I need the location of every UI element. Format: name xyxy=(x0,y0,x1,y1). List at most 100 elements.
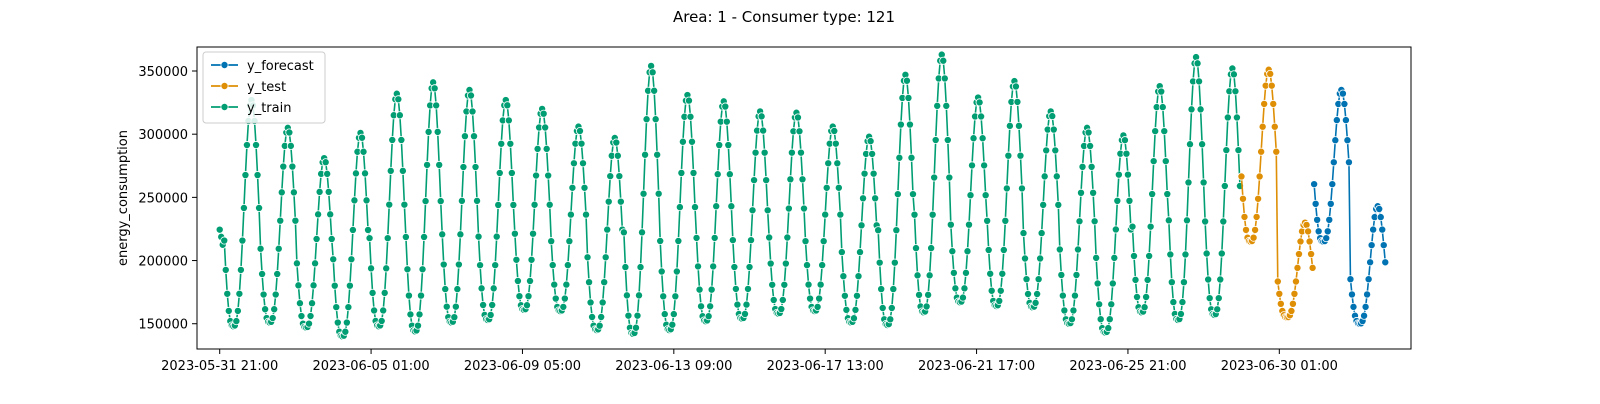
data-point-y_train xyxy=(361,169,370,178)
data-point-y_train xyxy=(722,117,731,126)
data-point-y_train xyxy=(323,169,332,178)
data-point-y_train xyxy=(765,233,774,242)
data-point-y_train xyxy=(1054,200,1063,209)
data-point-y_train xyxy=(451,302,460,311)
data-point-y_train xyxy=(769,295,778,304)
data-point-y_train xyxy=(532,171,541,180)
legend-label: y_forecast xyxy=(247,59,314,74)
data-point-y_train xyxy=(1129,251,1138,260)
data-point-y_train xyxy=(668,320,677,329)
data-point-y_train xyxy=(750,176,759,185)
data-point-y_train xyxy=(1052,172,1061,181)
data-point-y_train xyxy=(579,159,588,168)
data-point-y_test xyxy=(1296,237,1305,246)
data-point-y_train xyxy=(252,141,261,150)
data-point-y_train xyxy=(1107,300,1116,309)
data-point-y_train xyxy=(430,84,439,93)
y-axis-label: energy_consumption xyxy=(116,130,131,266)
data-point-y_train xyxy=(713,170,722,179)
data-point-y_forecast xyxy=(1328,180,1337,189)
data-point-y_train xyxy=(423,160,432,169)
data-point-y_train xyxy=(577,139,586,148)
data-point-y_train xyxy=(1163,190,1172,199)
data-point-y_train xyxy=(996,286,1005,295)
data-point-y_train xyxy=(710,233,719,242)
data-point-y_train xyxy=(1232,113,1241,122)
data-point-y_train xyxy=(1104,324,1113,333)
data-point-y_train xyxy=(326,210,335,219)
data-point-y_train xyxy=(459,163,468,172)
data-point-y_train xyxy=(406,310,415,319)
data-point-y_train xyxy=(1220,182,1229,191)
data-point-y_train xyxy=(466,91,475,100)
data-point-y_train xyxy=(1017,184,1026,193)
data-point-y_train xyxy=(1198,140,1207,149)
y-tick-label: 350000 xyxy=(138,65,188,80)
data-point-y_train xyxy=(1182,216,1191,225)
data-point-y_train xyxy=(239,203,248,212)
data-point-y_train xyxy=(887,303,896,312)
plot-area xyxy=(215,50,1390,341)
data-point-y_train xyxy=(1160,127,1169,136)
data-point-y_train xyxy=(836,210,845,219)
data-point-y_train xyxy=(1231,87,1240,96)
data-point-y_forecast xyxy=(1329,158,1338,167)
data-point-y_test xyxy=(1252,212,1261,221)
data-point-y_train xyxy=(324,187,333,196)
data-point-y_train xyxy=(821,210,830,219)
data-point-y_test xyxy=(1276,299,1285,308)
data-point-y_train xyxy=(1222,146,1231,155)
data-point-y_train xyxy=(886,315,895,324)
data-point-y_test xyxy=(1302,220,1311,229)
data-point-y_train xyxy=(488,301,497,310)
data-point-y_train xyxy=(1149,157,1158,166)
data-point-y_train xyxy=(1005,121,1014,130)
data-point-y_train xyxy=(1234,146,1243,155)
data-point-y_train xyxy=(1166,250,1175,259)
data-point-y_train xyxy=(1120,136,1129,145)
data-point-y_train xyxy=(760,148,769,157)
data-point-y_train xyxy=(606,172,615,181)
data-point-y_train xyxy=(684,96,693,105)
data-point-y_train xyxy=(533,144,542,153)
x-tick-label: 2023-06-17 13:00 xyxy=(767,359,884,374)
data-point-y_train xyxy=(491,261,500,270)
data-point-y_train xyxy=(566,210,575,219)
data-point-y_train xyxy=(506,139,515,148)
data-point-y_train xyxy=(341,327,350,336)
data-point-y_train xyxy=(598,298,607,307)
data-point-y_train xyxy=(966,191,975,200)
data-point-y_train xyxy=(639,189,648,198)
data-point-y_train xyxy=(398,166,407,175)
data-point-y_train xyxy=(1090,217,1099,226)
data-point-y_train xyxy=(585,278,594,287)
data-point-y_forecast xyxy=(1313,215,1322,224)
data-point-y_test xyxy=(1255,172,1264,181)
data-point-y_train xyxy=(648,68,657,77)
data-point-y_train xyxy=(869,169,878,178)
data-point-y_train xyxy=(241,171,250,180)
data-point-y_train xyxy=(276,216,285,225)
data-point-y_train xyxy=(582,210,591,219)
data-point-y_forecast xyxy=(1332,116,1341,125)
data-point-y_train xyxy=(619,228,628,237)
data-point-y_train xyxy=(960,284,969,293)
data-point-y_train xyxy=(725,170,734,179)
data-point-y_train xyxy=(495,168,504,177)
data-point-y_train xyxy=(365,234,374,243)
data-point-y_train xyxy=(851,305,860,314)
data-point-y_train xyxy=(1201,217,1210,226)
data-point-y_train xyxy=(504,116,513,125)
data-point-y_train xyxy=(433,127,442,136)
data-point-y_train xyxy=(818,261,827,270)
data-point-y_train xyxy=(255,203,264,212)
data-point-y_train xyxy=(856,248,865,257)
data-point-y_train xyxy=(740,309,749,318)
data-point-y_train xyxy=(724,141,733,150)
data-point-y_train xyxy=(357,133,366,142)
data-point-y_train xyxy=(910,210,919,219)
data-point-y_train xyxy=(986,269,995,278)
data-point-y_train xyxy=(1073,245,1082,254)
data-point-y_train xyxy=(479,301,488,310)
